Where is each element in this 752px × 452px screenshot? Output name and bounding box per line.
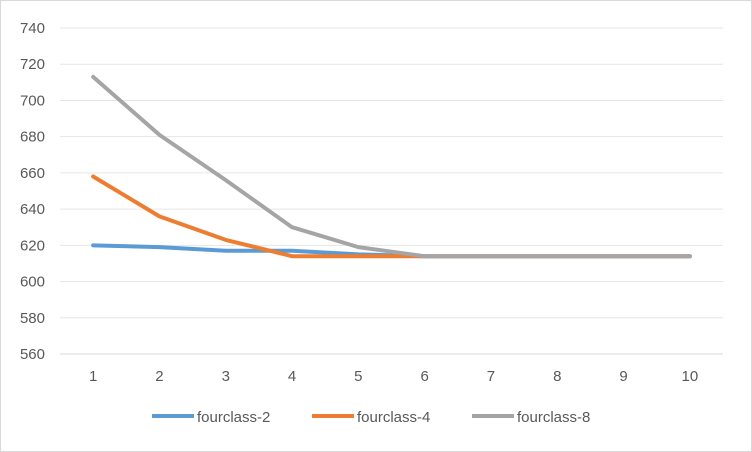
x-tick-label: 8 <box>553 368 561 385</box>
legend-label-fourclass-4: fourclass-4 <box>357 409 430 426</box>
y-tick-label: 560 <box>20 346 45 363</box>
legend: fourclass-2 fourclass-4 fourclass-8 <box>152 409 590 426</box>
legend-label-fourclass-8: fourclass-8 <box>517 409 590 426</box>
x-tick-label: 10 <box>682 368 699 385</box>
x-tick-label: 3 <box>222 368 230 385</box>
y-tick-label: 620 <box>20 237 45 254</box>
y-tick-label: 740 <box>20 20 45 37</box>
series-line-fourclass-4 <box>91 174 692 259</box>
y-tick-label: 660 <box>20 165 45 182</box>
x-axis-ticks: 1 2 3 4 5 6 7 8 9 10 <box>89 368 698 385</box>
y-tick-label: 720 <box>20 56 45 73</box>
legend-label-fourclass-2: fourclass-2 <box>197 409 270 426</box>
y-axis-ticks: 560 580 600 620 640 660 680 700 720 740 <box>20 20 45 363</box>
x-tick-label: 6 <box>420 368 428 385</box>
x-tick-label: 9 <box>619 368 627 385</box>
x-tick-label: 7 <box>487 368 495 385</box>
gridlines <box>60 27 723 355</box>
series-lines <box>91 74 692 259</box>
x-tick-label: 2 <box>155 368 163 385</box>
y-tick-label: 640 <box>20 201 45 218</box>
series-line-fourclass-8 <box>91 74 692 259</box>
x-tick-label: 5 <box>354 368 362 385</box>
x-tick-label: 1 <box>89 368 97 385</box>
y-tick-label: 600 <box>20 274 45 291</box>
x-tick-label: 4 <box>288 368 296 385</box>
y-tick-label: 580 <box>20 310 45 327</box>
y-tick-label: 680 <box>20 129 45 146</box>
y-tick-label: 700 <box>20 92 45 109</box>
